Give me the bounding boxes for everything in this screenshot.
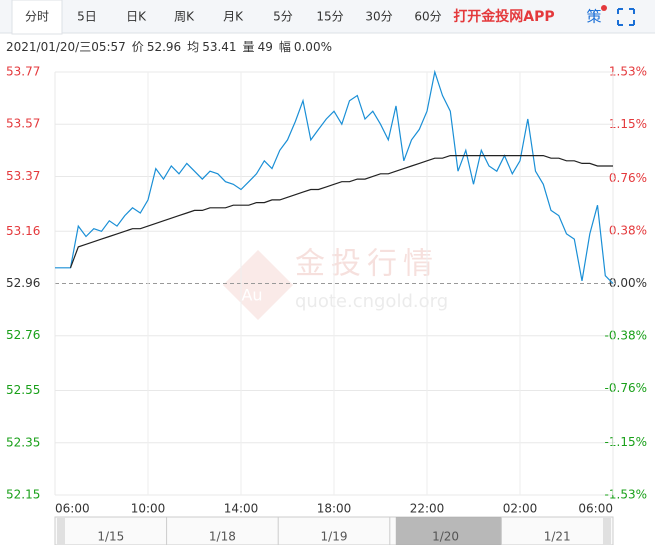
- navigator-date[interactable]: 1/18: [209, 530, 236, 544]
- navigator-left-arrow[interactable]: [57, 517, 65, 545]
- tab[interactable]: 日K: [126, 10, 147, 24]
- y-tick-label: 52.76: [6, 328, 40, 342]
- notify-dot: [601, 5, 607, 11]
- x-tick-label: 10:00: [131, 502, 166, 516]
- info-line: 2021/01/20/三05:57 价 52.96 均 53.41 量 49 幅 0.00%: [6, 39, 332, 54]
- y2-tick-label: 0.38%: [609, 223, 647, 237]
- y-tick-label: 53.16: [6, 224, 40, 238]
- y-tick-label: 53.77: [6, 65, 40, 79]
- info-price-label: 价: [132, 40, 144, 54]
- watermark-brand: 金投行情: [295, 247, 439, 282]
- navigator-date[interactable]: 1/15: [97, 530, 124, 544]
- price-line: [55, 69, 614, 284]
- price-line: [69, 155, 613, 269]
- x-tick-label: 06:00: [578, 502, 613, 516]
- navigator-date[interactable]: 1/19: [321, 530, 348, 544]
- navigator-right-arrow[interactable]: [603, 517, 611, 545]
- info-change: 0.00%: [294, 40, 332, 54]
- navigator-date[interactable]: 1/21: [544, 530, 571, 544]
- tab[interactable]: 分时: [25, 10, 49, 24]
- info-avg-label: 均: [187, 40, 199, 54]
- x-tick-label: 22:00: [410, 502, 445, 516]
- tab[interactable]: 5分: [273, 10, 293, 24]
- y-tick-label: 53.37: [6, 169, 40, 183]
- app-link[interactable]: 打开金投网APP: [453, 8, 554, 25]
- info-datetime: 2021/01/20/三05:57: [6, 40, 126, 54]
- x-tick-label: 02:00: [503, 502, 538, 516]
- navigator-date[interactable]: 1/20: [432, 530, 459, 544]
- y-tick-label: 52.35: [6, 435, 40, 449]
- y-tick-label: 52.96: [6, 276, 40, 290]
- watermark-url: quote.cngold.org: [295, 291, 448, 312]
- y-tick-label: 52.15: [6, 488, 40, 502]
- navigator-frame: [54, 516, 614, 545]
- tab[interactable]: 15分: [316, 10, 343, 24]
- tab[interactable]: 周K: [174, 10, 195, 24]
- tab[interactable]: 30分: [365, 10, 392, 24]
- info-change-label: 幅: [279, 39, 291, 54]
- toolbar-bg: [0, 0, 655, 33]
- y2-tick-label: -0.38%: [605, 329, 647, 343]
- x-tick-label: 14:00: [224, 502, 259, 516]
- y2-tick-label: -1.15%: [605, 435, 647, 449]
- y2-tick-label: 1.53%: [609, 65, 647, 79]
- y-tick-label: 53.57: [6, 117, 40, 131]
- tab-active-bg: [11, 0, 63, 35]
- strategy-button[interactable]: 策: [586, 8, 601, 26]
- x-tick-label: 06:00: [55, 502, 90, 516]
- y2-tick-label: -1.53%: [605, 488, 647, 502]
- tab[interactable]: 5日: [77, 10, 97, 24]
- info-volume-label: 量: [243, 40, 255, 54]
- tab[interactable]: 月K: [223, 10, 244, 24]
- tab[interactable]: 60分: [414, 10, 441, 24]
- x-tick-label: 18:00: [317, 502, 352, 516]
- y2-tick-label: 1.15%: [609, 117, 647, 131]
- y2-tick-label: -0.76%: [605, 381, 647, 395]
- info-avg: 53.41: [202, 40, 236, 54]
- y-tick-label: 52.55: [6, 383, 40, 397]
- y2-tick-label: 0.00%: [609, 276, 647, 290]
- navigator-selected: [395, 517, 502, 545]
- watermark-logo-text: Au: [241, 286, 262, 305]
- fullscreen-button[interactable]: [617, 8, 635, 26]
- info-volume: 49: [258, 40, 273, 54]
- y2-tick-label: 0.76%: [609, 171, 647, 185]
- info-price: 52.96: [147, 40, 181, 54]
